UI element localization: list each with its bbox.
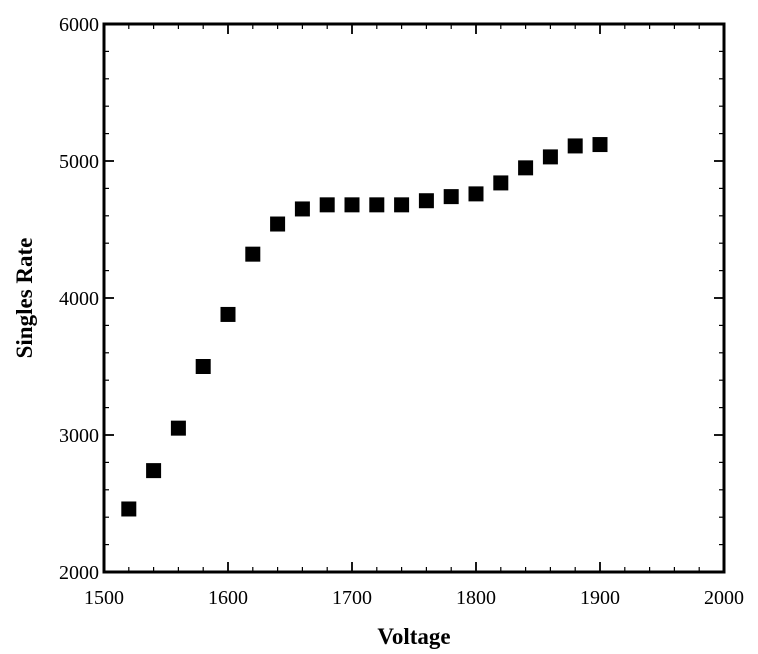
data-point	[146, 463, 162, 479]
y-tick-label: 3000	[59, 425, 99, 447]
data-point	[394, 197, 410, 213]
y-tick-label: 6000	[59, 14, 99, 36]
minor-ticks	[104, 24, 724, 572]
data-point	[542, 149, 558, 165]
x-tick-label: 1800	[456, 587, 496, 609]
data-point	[493, 175, 509, 191]
data-point	[443, 189, 459, 205]
data-point	[319, 197, 335, 213]
y-tick-label: 2000	[59, 562, 99, 584]
data-point	[294, 201, 310, 217]
x-tick-label: 2000	[704, 587, 744, 609]
data-point	[245, 246, 261, 262]
x-tick-label: 1600	[208, 587, 248, 609]
y-axis-title: Singles Rate	[12, 238, 37, 359]
data-point	[592, 137, 608, 153]
data-point	[270, 216, 286, 232]
data-points	[121, 137, 608, 517]
data-point	[369, 197, 385, 213]
data-point	[170, 420, 186, 436]
data-point	[418, 193, 434, 209]
x-tick-label: 1900	[580, 587, 620, 609]
tick-labels: 1500 1600 1700 1800 1900 2000 2000 3000 4000 5000…	[59, 14, 744, 609]
x-axis-title: Voltage	[377, 624, 450, 649]
data-point	[518, 160, 534, 176]
plot-frame	[102, 22, 726, 574]
y-tick-label: 4000	[59, 288, 99, 310]
data-point	[344, 197, 360, 213]
data-point	[468, 186, 484, 202]
x-tick-label: 1700	[332, 587, 372, 609]
data-point	[195, 359, 211, 374]
x-tick-label: 1500	[84, 587, 124, 609]
data-point	[220, 306, 236, 322]
y-tick-label: 5000	[59, 151, 99, 173]
data-point	[567, 138, 583, 154]
major-ticks	[103, 23, 725, 573]
data-point	[121, 501, 137, 517]
